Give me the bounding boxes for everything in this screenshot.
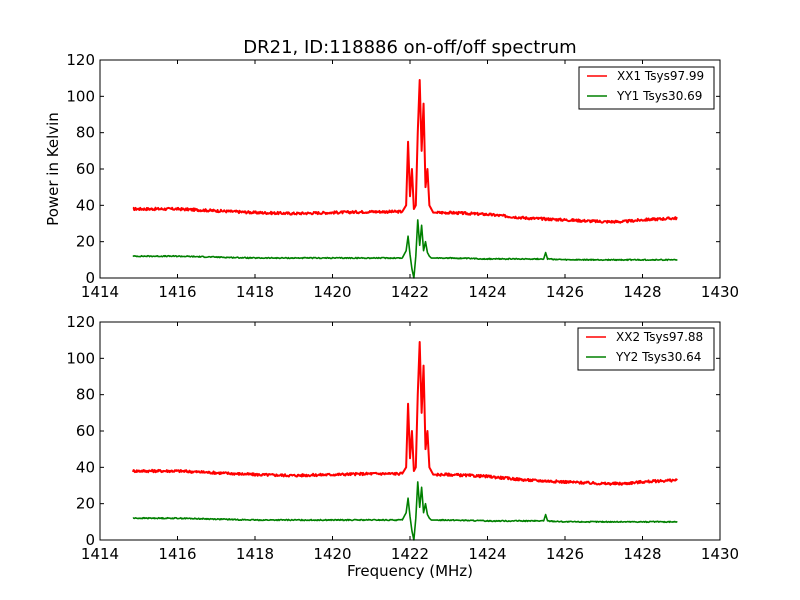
y-tick-label: 20 — [76, 233, 95, 251]
legend-label: YY2 Tsys30.64 — [615, 350, 701, 364]
y-tick-label: 100 — [66, 349, 95, 367]
x-tick-label: 1414 — [81, 545, 119, 563]
x-tick-label: 1422 — [391, 545, 429, 563]
chart-title: DR21, ID:118886 on-off/off spectrum — [243, 37, 576, 58]
legend-label: YY1 Tsys30.69 — [616, 89, 702, 103]
legend-label: XX1 Tsys97.99 — [617, 69, 704, 83]
y-tick-label: 120 — [66, 51, 95, 69]
x-tick-label: 1418 — [236, 545, 274, 563]
legend: XX2 Tsys97.88 YY2 Tsys30.64 — [577, 327, 715, 371]
bottom-plot-panel: 1414 1416 1418 1420 1422 1424 1426 1428 1430 0 20 4… — [66, 313, 739, 563]
legend-label: XX2 Tsys97.88 — [616, 330, 703, 344]
series-line-xx1 — [132, 78, 678, 224]
x-axis-label: Frequency (MHz) — [347, 562, 473, 580]
x-tick-label: 1418 — [236, 283, 274, 301]
x-tick-label: 1416 — [158, 545, 196, 563]
x-tick-label: 1430 — [701, 283, 739, 301]
top-plot-panel: 1414 1416 1418 1420 1422 1424 1426 1428 1430 0 20 4… — [66, 51, 739, 301]
y-axis-label: Power in Kelvin — [44, 112, 62, 226]
x-tick-label: 1430 — [701, 545, 739, 563]
y-tick-label: 40 — [76, 196, 95, 214]
x-tick-label: 1426 — [546, 545, 584, 563]
y-tick-label: 100 — [66, 87, 95, 105]
y-tick-label: 0 — [85, 269, 95, 287]
y-tick-label: 0 — [85, 531, 95, 549]
x-tick-label: 1428 — [623, 545, 661, 563]
x-tick-label: 1414 — [81, 283, 119, 301]
x-tick-label: 1424 — [468, 283, 506, 301]
x-tick-label: 1420 — [313, 545, 351, 563]
y-tick-label: 120 — [66, 313, 95, 331]
legend-box — [577, 327, 715, 371]
x-tick-label: 1428 — [623, 283, 661, 301]
y-tick-label: 40 — [76, 458, 95, 476]
y-tick-label: 80 — [76, 124, 95, 142]
y-tick-label: 20 — [76, 495, 95, 513]
series-line-yy2 — [132, 481, 678, 541]
x-tick-label: 1420 — [313, 283, 351, 301]
series-line-yy1 — [132, 219, 678, 279]
legend: XX1 Tsys97.99 YY1 Tsys30.69 — [578, 66, 715, 110]
y-tick-label: 80 — [76, 386, 95, 404]
y-tick-label: 60 — [76, 422, 95, 440]
x-tick-label: 1422 — [391, 283, 429, 301]
x-tick-label: 1416 — [158, 283, 196, 301]
x-tick-label: 1424 — [468, 545, 506, 563]
y-tick-label: 60 — [76, 160, 95, 178]
legend-box — [578, 66, 715, 110]
series-line-xx2 — [132, 340, 678, 486]
x-tick-label: 1426 — [546, 283, 584, 301]
